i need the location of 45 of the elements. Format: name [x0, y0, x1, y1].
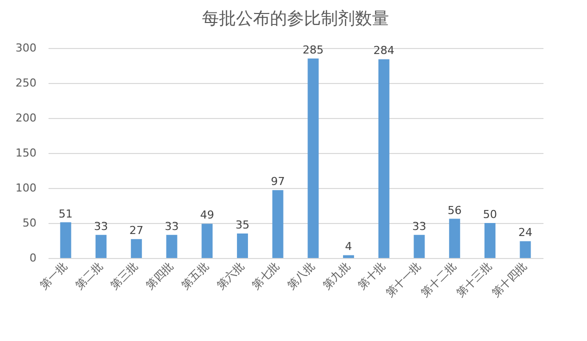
x-tick-label: 第八批	[284, 260, 318, 292]
bar	[343, 255, 354, 258]
x-tick-label: 第五批	[178, 260, 212, 292]
data-label: 27	[129, 224, 144, 238]
data-label: 35	[235, 218, 250, 232]
bar	[414, 234, 425, 258]
x-tick-label: 第一批	[37, 260, 70, 292]
y-tick-label: 50	[22, 216, 36, 230]
bar	[130, 239, 142, 258]
y-tick-label: 150	[16, 146, 36, 160]
bar	[96, 234, 107, 258]
bar	[449, 218, 460, 258]
y-tick-label: 0	[30, 252, 36, 264]
y-tick-label: 250	[16, 76, 36, 90]
x-tick-label: 第九批	[320, 260, 353, 292]
x-tick-label: 第七批	[250, 260, 282, 292]
data-label: 33	[412, 220, 426, 233]
bar	[236, 234, 248, 258]
chart-title: 每批公布的参比制剂数量	[202, 9, 389, 29]
x-tick-label: 第六批	[214, 260, 247, 292]
bar	[308, 58, 319, 258]
data-label: 56	[448, 204, 462, 217]
bar	[378, 59, 390, 258]
bar	[520, 241, 531, 258]
data-label: 285	[302, 44, 324, 56]
y-tick-label: 300	[16, 42, 36, 54]
bar	[272, 190, 284, 258]
x-tick-label: 第四批	[143, 260, 176, 292]
y-tick-label: 100	[16, 182, 36, 194]
bar	[166, 234, 178, 258]
data-label: 284	[373, 44, 394, 58]
data-label: 50	[482, 208, 497, 221]
data-label: 4	[345, 240, 352, 254]
data-label: 49	[200, 208, 214, 222]
bar	[484, 223, 496, 258]
data-label: 51	[58, 207, 73, 220]
data-label: 33	[164, 220, 179, 233]
y-tick-label: 200	[16, 112, 36, 124]
data-label: 97	[270, 175, 285, 188]
data-label: 33	[94, 220, 108, 233]
data-label: 24	[518, 226, 532, 240]
bar	[60, 222, 72, 258]
bar	[202, 224, 213, 258]
x-tick-label: 第三批	[108, 260, 141, 292]
x-tick-label: 第二批	[72, 260, 106, 292]
